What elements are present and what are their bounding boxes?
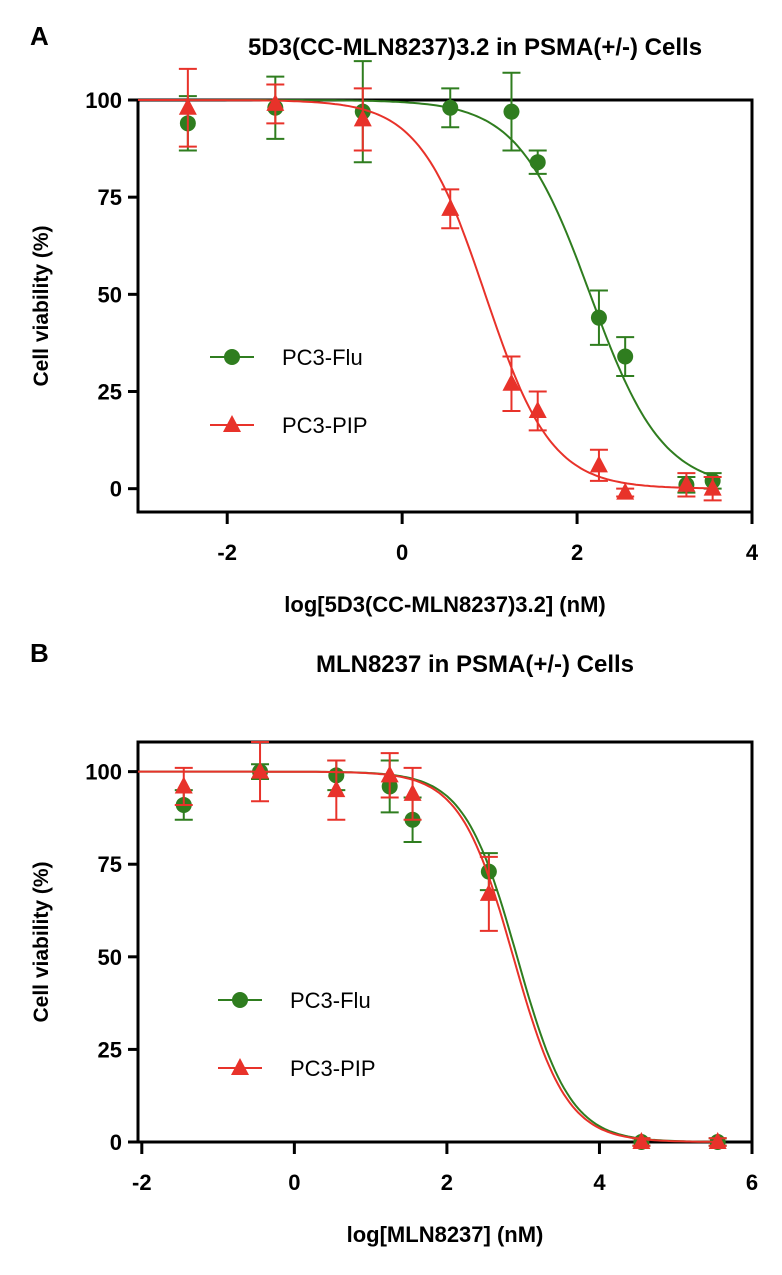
fit-curve [138,99,717,490]
x-tick-label: 2 [571,540,583,565]
legend-item: PC3-Flu [210,345,363,370]
y-tick-label: 100 [85,760,122,785]
panel-label: A [30,21,49,51]
panel-label: B [30,638,49,668]
x-tick-label: 4 [593,1170,606,1195]
y-tick-label: 0 [110,1130,122,1155]
legend-item: PC3-PIP [210,413,368,438]
panel-B: B MLN8237 in PSMA(+/-) Cells 0 25 50 75 100 -2 0… [30,638,758,1247]
fit-curve [138,770,722,1143]
data-point [708,1132,727,1149]
x-tick-label: 2 [441,1170,453,1195]
legend-item: PC3-PIP [218,1056,376,1081]
data-point [703,478,722,496]
data-point [617,348,634,365]
data-point [677,474,696,492]
x-tick-label: -2 [132,1170,152,1195]
chart-title: MLN8237 in PSMA(+/-) Cells [316,651,634,678]
fit-curve [138,770,722,1143]
x-tick-label: 4 [746,540,759,565]
y-axis-label: Cell viability (%) [30,225,53,386]
legend-label: PC3-PIP [282,413,368,438]
y-tick-label: 100 [85,88,122,113]
data-point [403,783,422,801]
data-point [502,373,521,391]
y-tick-label: 50 [98,282,122,307]
x-axis-label: log[5D3(CC-MLN8237)3.2] (nM) [284,592,605,617]
data-point [589,455,608,473]
panel-A: A 5D3(CC-MLN8237)3.2 in PSMA(+/-) Cells 0 2… [30,21,759,617]
series-PC3-PIP [138,741,727,1149]
series-PC3-PIP [138,67,722,502]
data-point [327,780,346,798]
x-tick-label: 0 [288,1170,300,1195]
data-point [174,776,193,794]
data-point [251,761,270,779]
data-point [380,765,399,783]
plot-frame [136,98,754,514]
legend-marker [224,349,240,365]
legend-marker [231,1058,249,1075]
y-tick-label: 50 [98,945,122,970]
y-tick-label: 75 [98,852,122,877]
data-point [353,109,372,127]
data-point [441,198,460,216]
data-point [503,103,520,120]
data-point [266,93,285,111]
plot-frame [136,740,754,1144]
x-axis-label: log[MLN8237] (nM) [347,1222,544,1247]
data-point [479,883,498,901]
data-point [616,482,635,500]
legend-label: PC3-Flu [290,988,371,1013]
legend-label: PC3-Flu [282,345,363,370]
x-tick-label: 6 [746,1170,758,1195]
y-tick-label: 25 [98,380,122,405]
legend-item: PC3-Flu [218,988,371,1013]
y-tick-label: 0 [110,477,122,502]
legend-marker [232,992,248,1008]
x-tick-label: -2 [217,540,237,565]
legend-marker [223,415,241,432]
chart-title: 5D3(CC-MLN8237)3.2 in PSMA(+/-) Cells [248,34,702,61]
y-tick-label: 75 [98,185,122,210]
y-axis-label: Cell viability (%) [30,861,53,1022]
x-tick-label: 0 [396,540,408,565]
legend-label: PC3-PIP [290,1056,376,1081]
data-point [529,154,546,171]
data-point [590,309,607,326]
data-point [528,400,547,418]
data-point [632,1132,651,1149]
data-point [442,99,459,116]
y-tick-label: 25 [98,1037,122,1062]
data-point [178,97,197,115]
series-PC3-Flu [138,759,727,1150]
